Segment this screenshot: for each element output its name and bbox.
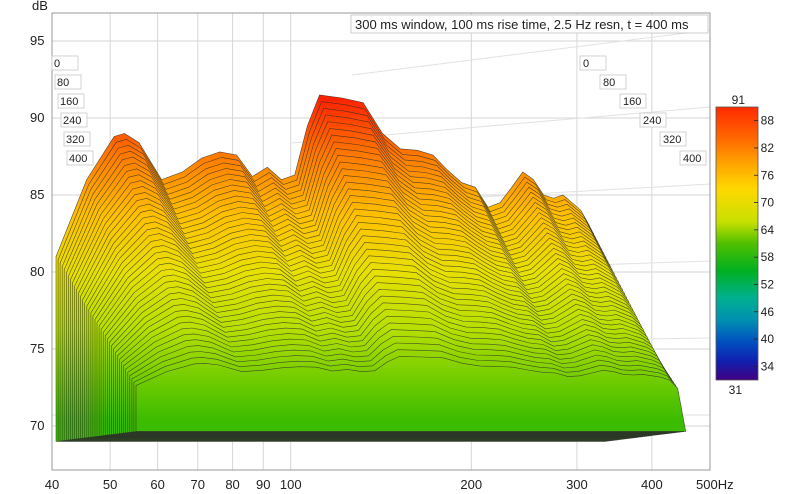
x-tick-label-7: 200 [460,477,482,492]
time-label-right-box-0 [579,55,607,71]
plot-frame [51,12,711,471]
x-tick-label-5: 90 [256,477,270,492]
colorbar-label-10: 34 [761,359,775,373]
time-label-right-5: 400 [683,153,701,165]
x-tick-label-8: 300 [566,477,588,492]
time-label-left-box-5 [66,150,94,166]
x-tick-label-6: 100 [280,477,302,492]
x-tick-label-2: 60 [150,477,164,492]
colorbar-label-8: 46 [761,305,775,319]
colorbar-label-1: 88 [761,114,775,128]
colorbar-label-11: 31 [729,383,743,397]
time-label-left-3: 240 [63,115,81,127]
colorbar: 91 88 82 76 70 64 58 52 46 40 34 31 [715,93,775,397]
waterfall-surface [55,94,687,442]
x-tick-label-1: 50 [103,477,117,492]
title-box [350,14,709,34]
y-tick-label-1: 75 [30,341,44,356]
time-label-left-1: 80 [57,77,69,89]
colorbar-label-3: 76 [761,168,775,182]
time-label-right-1: 80 [603,77,615,89]
colorbar-label-5: 64 [761,223,775,237]
colorbar-gradient [715,106,759,381]
time-label-left-box-0 [51,55,79,71]
time-label-right-box-5 [679,150,707,166]
time-label-right-box-1 [599,74,627,90]
y-tick-label-0: 70 [30,418,44,433]
x-tick-label-10: 500Hz [696,477,734,492]
time-slice-39 [135,356,687,432]
time-label-right-box-4 [659,131,687,147]
time-label-left-box-4 [63,131,91,147]
time-label-left-5: 400 [69,153,87,165]
x-tick-label-0: 40 [45,477,59,492]
axis-labels: dB 70 75 80 85 90 95 40 50 60 70 80 90 100 200 300 400 50… [30,0,734,492]
x-tick-label-4: 80 [225,477,239,492]
x-tick-label-9: 400 [641,477,663,492]
time-label-right-4: 320 [663,134,681,146]
y-unit-label: dB [32,0,48,13]
time-label-left-0: 0 [54,58,60,70]
time-label-right-2: 160 [623,96,641,108]
time-label-left-box-1 [54,74,82,90]
time-label-right-3: 240 [643,115,661,127]
colorbar-label-9: 40 [761,332,775,346]
x-tick-label-3: 70 [191,477,205,492]
y-tick-label-3: 85 [30,187,44,202]
time-label-right-0: 0 [583,58,589,70]
colorbar-label-6: 58 [761,250,775,264]
time-label-right-box-3 [639,112,667,128]
y-tick-label-5: 95 [30,33,44,48]
y-tick-label-4: 90 [30,110,44,125]
time-label-right-box-2 [619,93,647,109]
chart-title: 300 ms window, 100 ms rise time, 2.5 Hz … [355,17,689,32]
colorbar-label-7: 52 [761,277,775,291]
colorbar-label-0: 91 [732,93,746,107]
time-label-left-2: 160 [60,96,78,108]
y-tick-label-2: 80 [30,264,44,279]
time-label-left-box-3 [60,112,88,128]
colorbar-label-4: 70 [761,196,775,210]
time-gridline-5 [351,29,711,76]
time-label-left-4: 320 [66,134,84,146]
colorbar-label-2: 82 [761,141,775,155]
time-label-left-box-2 [57,93,85,109]
